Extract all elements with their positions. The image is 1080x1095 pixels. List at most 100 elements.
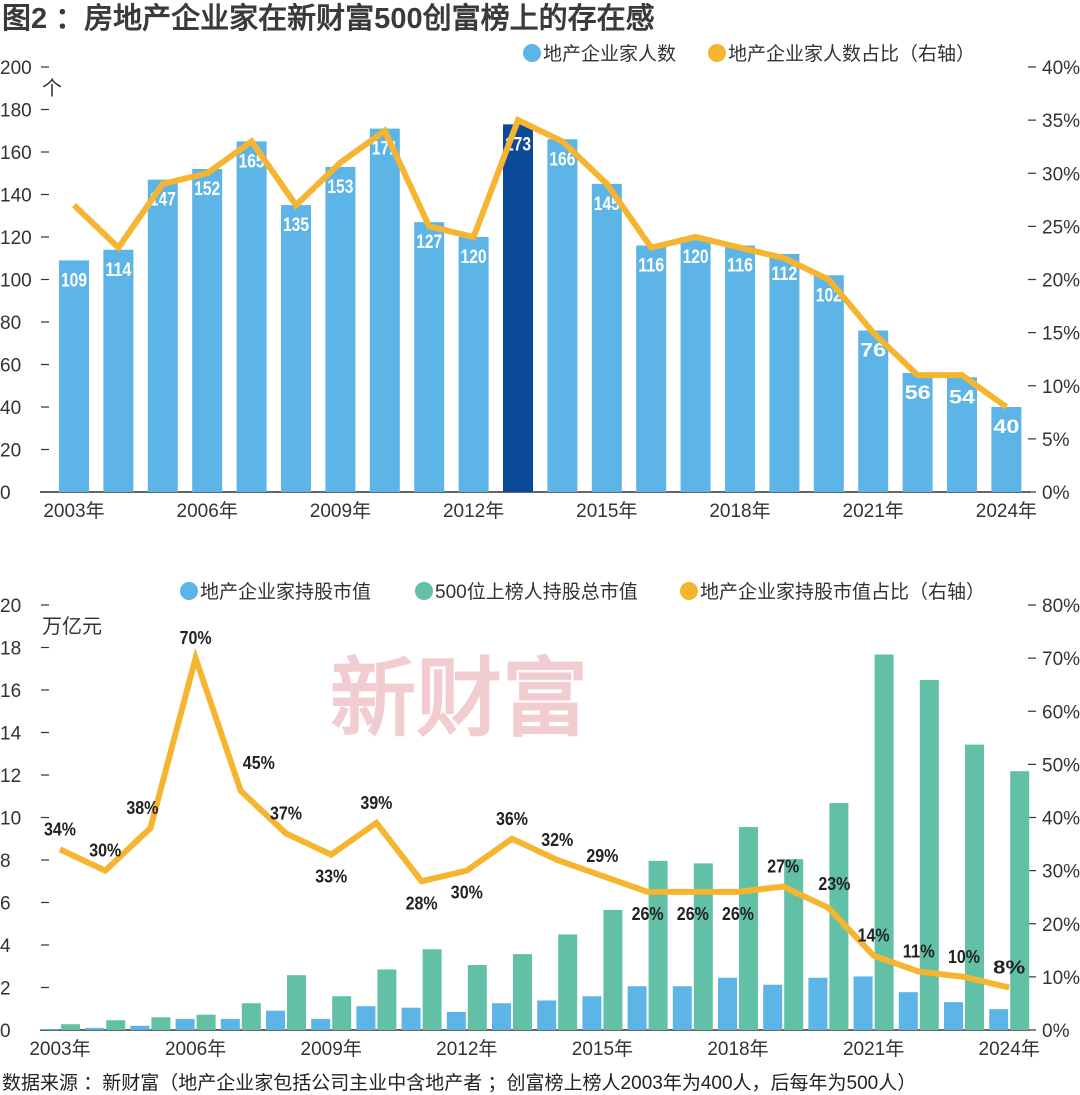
bar-value-label: 116	[727, 256, 753, 277]
legend-label: 地产企业家持股市值占比（右轴）	[700, 581, 985, 603]
bar-re-value-2021	[853, 976, 873, 1030]
bar-value-label: 76	[860, 341, 886, 362]
legend-marker-orange	[680, 582, 698, 600]
y2-tick-label: 70%	[1042, 649, 1080, 670]
line-value-label: 29%	[586, 846, 618, 866]
bar-re-value-2005	[130, 1025, 150, 1030]
bar-re-value-2008	[266, 1010, 285, 1030]
bar-total-value-2015	[603, 909, 623, 1030]
bar-total-value-2008	[287, 975, 306, 1030]
bar-total-value-2013	[513, 954, 532, 1030]
bar-total-value-2021	[874, 654, 894, 1030]
bar-total-value-2014	[558, 934, 578, 1030]
source-note: 数据来源 ：新财富（地产企业家包括公司主业中含地产者 ；创富榜上榜人2003年为…	[2, 1072, 916, 1094]
bar-total-value-2022	[919, 680, 939, 1030]
bar-value-label: 114	[105, 260, 131, 281]
bar-re-value-2013	[492, 1003, 511, 1030]
bar-re-value-2016	[627, 986, 647, 1030]
bar-2003	[59, 260, 89, 492]
bar-value-label: 120	[461, 247, 487, 268]
x-tick-label: 2021年	[843, 500, 904, 522]
y-tick-label: 18	[0, 639, 21, 660]
bar-re-value-2020	[808, 977, 828, 1030]
y2-tick-label: 40%	[1042, 58, 1080, 79]
y2-tick-label: 10%	[1042, 377, 1080, 398]
bar-re-value-2012	[446, 1011, 466, 1030]
bar-re-value-2022	[898, 992, 918, 1030]
bar-2019	[769, 254, 800, 492]
bar-2020	[813, 275, 844, 492]
bar-total-value-2006	[196, 1014, 216, 1030]
legend-marker-orange	[708, 44, 726, 62]
bar-re-value-2018	[718, 977, 737, 1030]
line-value-label: 38%	[126, 798, 158, 818]
y2-tick-label: 0%	[1042, 1021, 1070, 1042]
y2-tick-label: 25%	[1042, 217, 1080, 238]
line-value-label: 34%	[44, 819, 76, 839]
line-value-label: 23%	[818, 874, 850, 894]
y-tick-label: 60	[0, 356, 21, 377]
bar-2010	[369, 128, 400, 492]
x-tick-label: 2024年	[979, 1038, 1040, 1060]
bar-re-value-2007	[220, 1018, 240, 1030]
line-value-label: 70%	[180, 628, 212, 648]
bar-total-value-2009	[332, 996, 352, 1030]
x-tick-label: 2015年	[576, 500, 637, 522]
y-axis-unit: 万亿元	[42, 615, 102, 638]
bar-2008	[281, 205, 311, 492]
y2-tick-label: 60%	[1042, 702, 1080, 723]
x-tick-label: 2003年	[43, 500, 104, 522]
x-tick-label: 2006年	[165, 1038, 226, 1060]
bar-2012	[458, 237, 489, 492]
y2-tick-label: 5%	[1042, 430, 1070, 451]
bar-value-label: 135	[283, 215, 309, 236]
line-value-label: 36%	[496, 809, 528, 829]
bar-value-label: 56	[905, 383, 931, 404]
bar-2014	[547, 139, 578, 492]
y-tick-label: 16	[0, 681, 21, 702]
legend-label: 地产企业家人数占比（右轴）	[728, 43, 975, 65]
chart-top-entrepreneur-count: 0 20 40 60 80 100 120 140 160 180 200 0% 5% 10% 15% 20%…	[0, 43, 1080, 522]
bar-re-value-2014	[537, 1000, 557, 1030]
y-tick-label: 200	[0, 58, 32, 79]
bar-re-value-2015	[582, 996, 602, 1030]
y-tick-label: 160	[0, 143, 32, 164]
bar-total-value-2017	[693, 863, 713, 1030]
line-value-label: 45%	[243, 753, 275, 773]
line-value-label: 8%	[993, 958, 1025, 978]
bar-2006	[192, 169, 223, 492]
bar-2011	[414, 222, 445, 492]
line-value-label: 32%	[541, 830, 573, 850]
y2-tick-label: 20%	[1042, 271, 1080, 292]
legend-label: 地产企业家人数	[543, 43, 676, 65]
bar-2016	[636, 245, 667, 492]
bar-re-value-2006	[175, 1018, 195, 1030]
bar-re-value-2004	[85, 1027, 105, 1030]
watermark: 新财富	[330, 648, 588, 749]
line-value-label: 26%	[677, 904, 709, 924]
line-share-series	[71, 116, 1009, 410]
bar-value-label: 153	[327, 177, 353, 198]
y2-tick-label: 50%	[1042, 755, 1080, 776]
bar-re-value-2024	[989, 1009, 1009, 1030]
bar-total-value-2011	[422, 949, 442, 1030]
y2-tick-label: 30%	[1042, 164, 1080, 185]
line-value-label: 28%	[406, 893, 438, 913]
bar-2013	[503, 124, 533, 492]
bar-value-label: 165	[239, 151, 265, 172]
y-tick-label: 4	[0, 936, 11, 957]
y-tick-label: 2	[0, 979, 11, 1000]
bar-value-label: 116	[638, 256, 664, 277]
x-tick-label: 2006年	[177, 500, 238, 522]
x-tick-label: 2024年	[976, 500, 1037, 522]
bar-re-value-2023	[944, 1002, 963, 1030]
chart-bottom-market-value: 0 2 4 6 8 10 12 14 16 18 20 0% 10% 20% 30% 40% 50% 60% 70%…	[0, 581, 1080, 1060]
bar-total-value-2005	[151, 1017, 171, 1030]
x-tick-label: 2012年	[443, 500, 504, 522]
y2-tick-label: 0%	[1042, 483, 1070, 504]
bar-total-value-2019	[784, 859, 804, 1030]
line-value-label: 37%	[270, 803, 302, 823]
y-tick-label: 20	[0, 596, 21, 617]
y2-tick-label: 80%	[1042, 596, 1080, 617]
bar-2017	[680, 237, 711, 492]
